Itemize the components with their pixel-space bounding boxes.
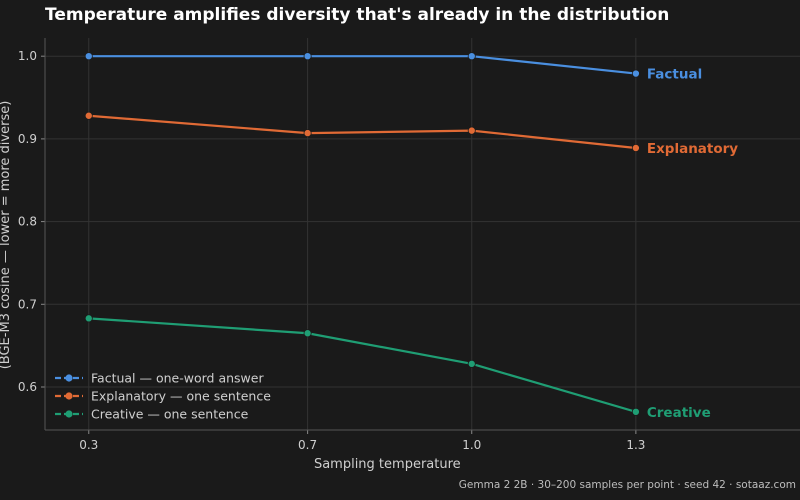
legend: Factual — one-word answer Explanatory — o… [55, 371, 271, 422]
legend-swatch-marker [65, 410, 73, 418]
y-tick-label: 0.7 [18, 297, 37, 311]
data-point [303, 329, 312, 338]
y-tick-label: 0.8 [18, 215, 37, 229]
data-point [84, 314, 93, 323]
tick-labels: 0.6 0.7 0.8 0.9 1.0 0.3 0.7 1.0 1.3 [18, 49, 646, 452]
data-point [84, 52, 93, 61]
x-tick-label: 0.7 [298, 438, 317, 452]
data-point [467, 126, 476, 135]
series-line [88, 55, 636, 75]
x-tick-label: 1.0 [462, 438, 481, 452]
x-axis-label: Sampling temperature [314, 457, 461, 472]
series-end-label: Creative [647, 405, 711, 421]
legend-swatch-marker [65, 392, 73, 400]
series-end-label: Factual [647, 67, 702, 83]
series-lines: Factual Explanatory Creative [84, 52, 738, 421]
data-point [84, 111, 93, 120]
legend-entry-label: Factual — one-word answer [91, 371, 264, 386]
data-point [467, 52, 476, 61]
series-end-label: Explanatory [647, 141, 738, 157]
legend-entry-label: Creative — one sentence [91, 407, 249, 422]
footer-note: Gemma 2 2B · 30–200 samples per point · … [458, 479, 796, 491]
data-point [303, 129, 312, 138]
series-line [88, 317, 637, 413]
data-point [631, 143, 640, 152]
legend-swatch-marker [65, 374, 73, 382]
y-tick-label: 0.6 [18, 380, 37, 394]
chart-title: Temperature amplifies diversity that's a… [45, 5, 670, 25]
x-tick-label: 1.3 [626, 438, 645, 452]
data-point [303, 52, 312, 61]
data-point [467, 359, 476, 368]
axes [41, 38, 800, 434]
y-tick-label: 1.0 [18, 49, 37, 63]
series-line [88, 114, 636, 150]
y-tick-label: 0.9 [18, 132, 37, 146]
data-point [631, 407, 640, 416]
x-tick-label: 0.3 [79, 438, 98, 452]
y-axis-label: (BGE-M3 cosine — lower = more diverse) [0, 101, 13, 370]
legend-entry-label: Explanatory — one sentence [91, 389, 271, 404]
data-point [631, 69, 640, 78]
